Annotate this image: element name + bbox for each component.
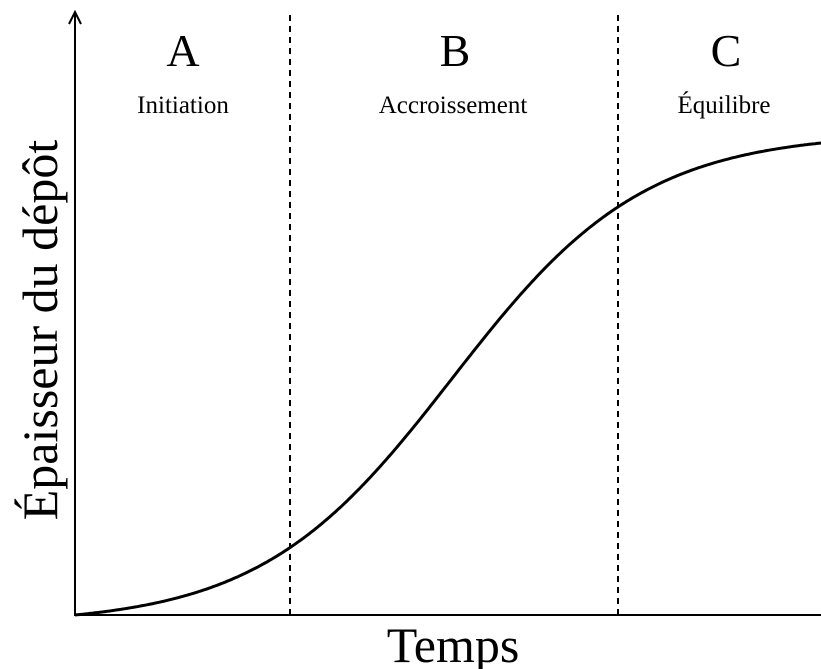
- growth-curve: [74, 141, 821, 617]
- phase-letter: C: [711, 25, 742, 76]
- phase-letter: A: [166, 25, 199, 76]
- phase-name: Accroissement: [379, 92, 528, 119]
- phase-name: Équilibre: [677, 91, 770, 119]
- phase-name: Initiation: [137, 92, 229, 119]
- y-axis-label: Épaisseur du dépôt: [12, 140, 68, 521]
- x-axis-label: Temps: [387, 617, 520, 669]
- phase-letter: B: [440, 25, 471, 76]
- y-axis-arrow: [68, 9, 82, 25]
